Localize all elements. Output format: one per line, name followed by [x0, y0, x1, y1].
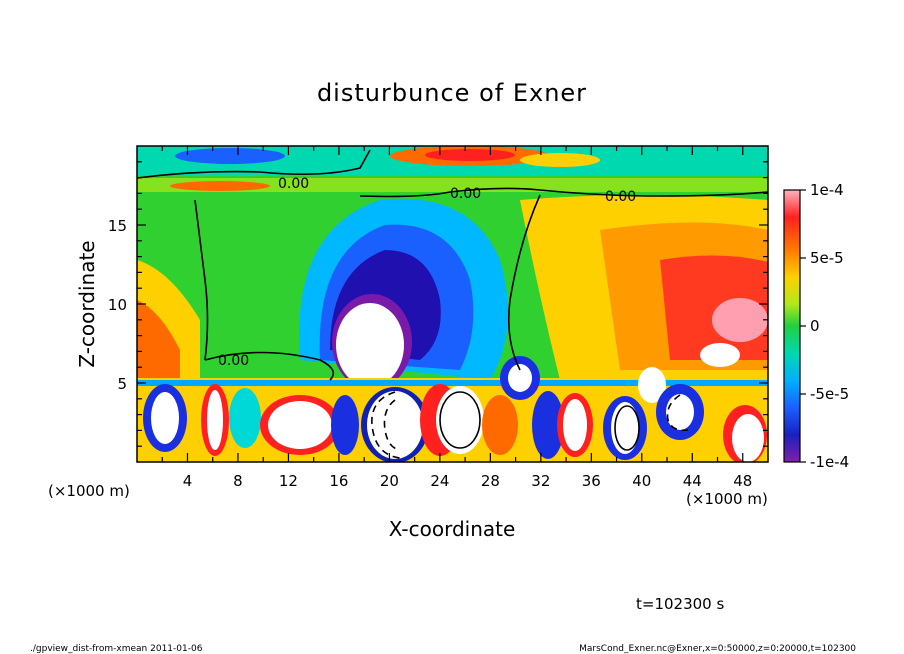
chart-title: disturbunce of Exner: [317, 79, 587, 107]
x-tick-label: 28: [481, 472, 500, 490]
x-tick-label: 44: [683, 472, 702, 490]
colorbar-tick-label: -1e-4: [810, 453, 849, 471]
contour-labels: 0.00 0.00 0.00 0.00: [218, 176, 636, 369]
colorbar-ticks: 1e-4 5e-5 0 -5e-5 -1e-4: [800, 181, 849, 471]
time-annotation: t=102300 s: [636, 595, 724, 613]
heatmap-field: [137, 146, 768, 462]
colorbar-tick-label: 1e-4: [810, 181, 844, 199]
contour-label: 0.00: [218, 353, 249, 369]
y-axis-label: Z-coordinate: [75, 240, 99, 367]
x-unit-label: (×1000 m): [686, 490, 768, 508]
x-tick-label: 32: [531, 472, 550, 490]
contour-label: 0.00: [450, 186, 481, 202]
contour-lines: [137, 149, 768, 459]
x-tick-label: 20: [380, 472, 399, 490]
x-tick-label: 8: [233, 472, 243, 490]
y-tick-label: 5: [117, 375, 127, 393]
y-tick-label: 10: [108, 296, 127, 314]
x-tick-label: 24: [430, 472, 449, 490]
colorbar: [783, 189, 801, 463]
footer-right: MarsCond_Exner.nc@Exner,x=0:50000,z=0:20…: [579, 644, 856, 654]
x-tick-label: 12: [279, 472, 298, 490]
x-tick-label: 48: [733, 472, 752, 490]
y-tick-label: 15: [108, 217, 127, 235]
x-axis-label: X-coordinate: [389, 517, 516, 541]
contour-label: 0.00: [605, 189, 636, 205]
x-tick-label: 36: [582, 472, 601, 490]
footer-left: ./gpview_dist-from-xmean 2011-01-06: [30, 644, 203, 654]
colorbar-tick-label: -5e-5: [810, 385, 849, 403]
contour-label: 0.00: [278, 176, 309, 192]
colorbar-tick-label: 5e-5: [810, 249, 844, 267]
y-unit-label: (×1000 m): [48, 482, 130, 500]
x-tick-label: 40: [632, 472, 651, 490]
colorbar-tick-label: 0: [810, 317, 820, 335]
x-tick-label: 4: [183, 472, 193, 490]
x-tick-label: 16: [329, 472, 348, 490]
